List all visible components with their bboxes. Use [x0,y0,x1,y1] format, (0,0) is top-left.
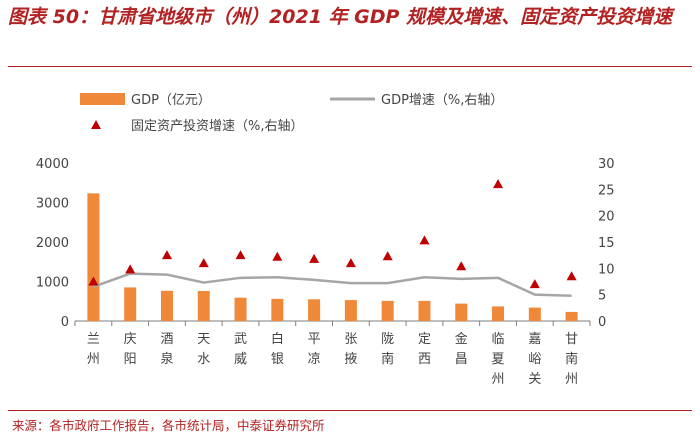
gdp-bars [87,193,578,321]
y-left-tick-label: 2000 [36,236,69,251]
investment-growth-marker [125,264,136,274]
legend-swatch-gdp [80,93,125,105]
category-label: 武威 [234,332,247,367]
gdp-bar [528,307,541,321]
title-divider [8,66,692,67]
category-label: 兰州 [87,332,100,367]
category-label: 临夏州 [492,332,505,387]
y-left-tick-label: 1000 [36,276,69,291]
gdp-growth-line [92,272,572,297]
gdp-bar [271,298,284,321]
y-right-tick-label: 0 [598,315,606,330]
gdp-bar [492,306,505,321]
y-left-tick-label: 0 [61,315,69,330]
gdp-bar [197,290,210,321]
investment-growth-marker [272,251,283,261]
legend-label-gdp-growth: GDP增速（%,右轴） [381,93,503,108]
y-left-tick-label: 4000 [36,157,69,172]
gdp-bar [234,297,247,321]
investment-growth-marker [419,235,430,245]
gdp-bar [87,193,100,321]
y-right-tick-label: 25 [598,183,615,198]
legend-label-gdp: GDP（亿元） [131,93,211,108]
gdp-growth-line-group [92,272,572,297]
y-right-tick-label: 15 [598,236,615,251]
y-right-tick-label: 20 [598,210,615,225]
category-label: 定西 [418,332,431,367]
source-note: 来源：各市政府工作报告，各市统计局，中泰证券研究所 [12,418,325,433]
gdp-bar [418,300,431,321]
investment-growth-marker [235,250,246,260]
gdp-bar [160,290,173,321]
gdp-bar [124,287,137,321]
source-divider [8,410,692,411]
category-label: 庆阳 [124,332,137,367]
category-label: 嘉峪关 [528,332,541,387]
y-right-tick-label: 30 [598,157,615,172]
investment-growth-markers [88,179,577,289]
y-right-tick-label: 10 [598,262,615,277]
gdp-bar [308,299,321,321]
gdp-bar [381,300,394,321]
category-label: 甘南州 [565,332,578,387]
investment-growth-marker [566,271,577,281]
category-label: 张掖 [344,332,357,367]
legend-label-investment-growth: 固定资产投资增速（%,右轴） [131,118,304,134]
legend: GDP（亿元） GDP增速（%,右轴） 固定资产投资增速（%,右轴） [80,93,503,134]
chart-title: 图表 50：甘肃省地级市（州）2021 年 GDP 规模及增速、固定资产投资增速 [8,6,673,28]
y-left-tick-label: 3000 [36,197,69,212]
investment-growth-marker [88,276,99,286]
investment-growth-marker [309,253,320,263]
investment-growth-marker [345,258,356,268]
investment-growth-marker [382,251,393,261]
gdp-bar [455,303,468,321]
y-right-tick-label: 5 [598,289,606,304]
category-label: 天水 [197,332,210,367]
category-label: 平凉 [308,332,321,367]
axes: 0 1000 2000 3000 4000 0 5 10 15 20 25 30 [36,157,615,330]
investment-growth-marker [456,261,467,271]
gdp-bar [344,300,357,321]
investment-growth-marker [529,279,540,289]
category-label: 白银 [271,331,284,367]
investment-growth-marker [198,258,209,268]
category-label: 陇南 [381,332,394,367]
investment-growth-marker [493,179,504,189]
category-label: 金昌 [455,331,468,367]
legend-swatch-investment-growth [91,120,101,129]
gdp-bar [565,311,578,321]
investment-growth-marker [161,250,172,260]
category-label: 酒泉 [160,332,173,367]
